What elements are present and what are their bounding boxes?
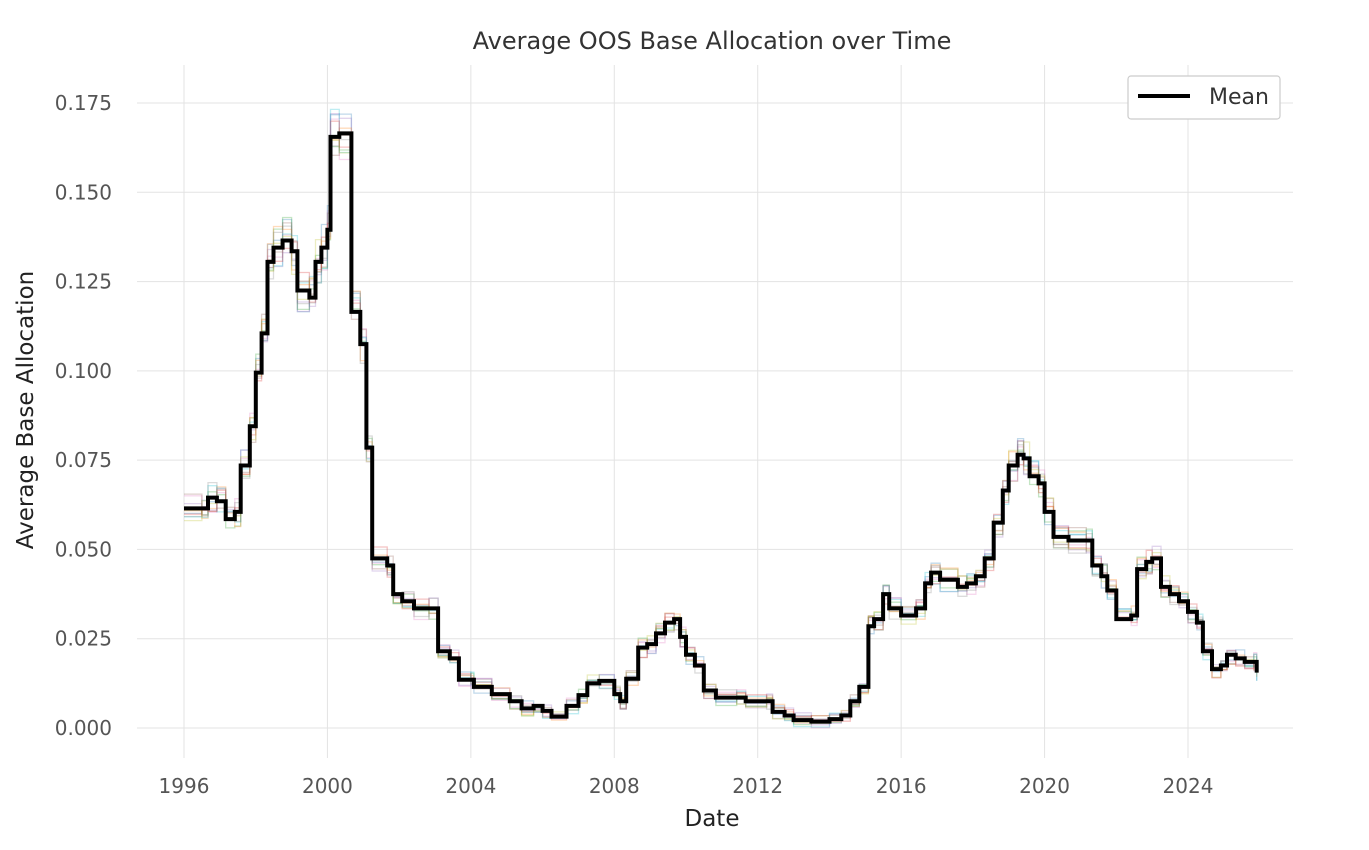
chart-title: Average OOS Base Allocation over Time bbox=[473, 27, 952, 55]
x-tick-label: 2008 bbox=[589, 774, 640, 798]
individual-run-line bbox=[184, 134, 1258, 720]
x-tick-label: 2000 bbox=[302, 774, 353, 798]
individual-run-line bbox=[184, 127, 1258, 721]
y-tick-label: 0.125 bbox=[55, 270, 112, 294]
y-tick-label: 0.000 bbox=[55, 716, 112, 740]
x-tick-label: 2012 bbox=[732, 774, 783, 798]
individual-runs bbox=[184, 108, 1258, 729]
y-tick-label: 0.025 bbox=[55, 627, 112, 651]
y-tick-label: 0.050 bbox=[55, 537, 112, 561]
individual-run-line bbox=[184, 138, 1258, 725]
individual-run-line bbox=[184, 139, 1258, 724]
x-tick-label: 1996 bbox=[159, 774, 210, 798]
individual-run-line bbox=[184, 108, 1258, 728]
series-layer bbox=[184, 131, 1259, 724]
series-line-mean bbox=[184, 131, 1259, 724]
individual-run-line bbox=[184, 120, 1258, 723]
legend-label-mean: Mean bbox=[1209, 85, 1269, 110]
y-tick-label: 0.150 bbox=[55, 180, 112, 204]
x-tick-label: 2020 bbox=[1019, 774, 1070, 798]
x-axis-label: Date bbox=[685, 806, 740, 832]
legend-box bbox=[1127, 75, 1281, 120]
y-tick-label: 0.100 bbox=[55, 359, 112, 383]
legend: Mean bbox=[1127, 75, 1281, 120]
y-axis-ticks: 0.000 0.025 0.050 0.075 0.100 0.125 0.150 0.175 bbox=[55, 91, 112, 740]
x-tick-label: 2004 bbox=[445, 774, 496, 798]
y-axis-label: Average Base Allocation bbox=[13, 271, 39, 549]
y-tick-label: 0.075 bbox=[55, 448, 112, 472]
individual-run-line bbox=[184, 118, 1258, 729]
x-tick-label: 2024 bbox=[1163, 774, 1214, 798]
individual-run-line bbox=[184, 113, 1258, 720]
y-tick-label: 0.175 bbox=[55, 91, 112, 115]
individual-run-line bbox=[184, 145, 1258, 726]
grid bbox=[137, 65, 1293, 758]
individual-run-line bbox=[184, 113, 1258, 726]
x-axis-ticks: 1996 2000 2004 2008 2012 2016 2020 2024 bbox=[159, 774, 1214, 798]
x-tick-label: 2016 bbox=[876, 774, 927, 798]
